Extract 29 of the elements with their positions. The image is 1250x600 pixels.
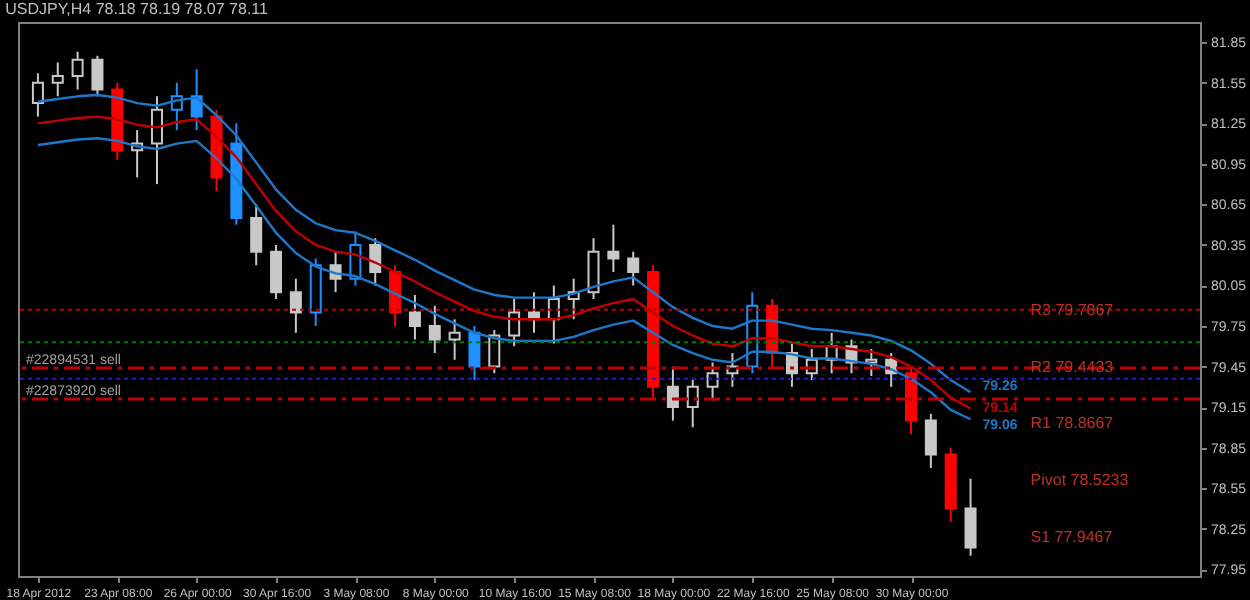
candlestick bbox=[468, 325, 481, 382]
candlestick bbox=[428, 304, 441, 355]
candlestick bbox=[607, 223, 620, 273]
candlestick bbox=[250, 203, 263, 267]
candlestick bbox=[270, 243, 283, 300]
candlestick bbox=[31, 72, 44, 118]
candlestick bbox=[964, 477, 977, 557]
candlestick bbox=[289, 277, 302, 334]
candlestick bbox=[309, 257, 322, 328]
chart-title: USDJPY,H4 78.18 78.19 78.07 78.11 bbox=[5, 0, 270, 18]
text: R3 79.7867 bbox=[1030, 301, 1115, 319]
candlestick bbox=[627, 250, 640, 287]
candlestick bbox=[51, 61, 64, 98]
text: S1 77.9467 bbox=[1030, 527, 1114, 546]
candlestick bbox=[905, 365, 918, 436]
candlestick bbox=[91, 54, 104, 98]
candlestick bbox=[408, 293, 421, 341]
text: R1 78.8667 bbox=[1030, 414, 1115, 433]
candlestick bbox=[587, 237, 600, 300]
candlestick bbox=[706, 361, 719, 402]
candlestick bbox=[71, 50, 84, 91]
candlestick bbox=[190, 68, 203, 132]
candlestick bbox=[924, 412, 937, 469]
candlestick bbox=[369, 237, 382, 287]
candlestick bbox=[666, 365, 679, 422]
candlestick bbox=[150, 95, 163, 186]
candlestick bbox=[686, 379, 699, 429]
candlestick bbox=[448, 318, 461, 361]
text: Pivot 78.5233 bbox=[1030, 471, 1130, 490]
